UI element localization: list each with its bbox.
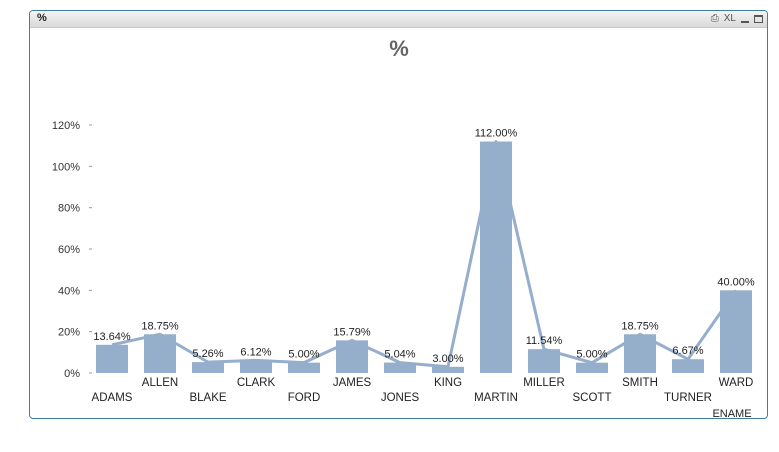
caption-icons: ⎙ XL — [711, 12, 763, 26]
x-tick-label: TURNER — [664, 392, 712, 404]
x-tick-label: WARD — [719, 377, 754, 389]
bar — [432, 366, 464, 373]
data-label: 5.00% — [288, 349, 319, 361]
data-label: 6.12% — [240, 346, 271, 358]
xl-icon[interactable]: XL — [723, 13, 736, 24]
data-label: 5.04% — [384, 349, 415, 361]
data-label: 18.75% — [141, 320, 179, 332]
data-label: 40.00% — [717, 276, 755, 288]
caption-title: % — [37, 12, 47, 24]
series-line — [111, 140, 738, 369]
data-label: 5.26% — [192, 348, 223, 360]
bar — [720, 290, 752, 373]
y-tick-label: 20% — [58, 327, 80, 339]
y-tick-label: 0% — [64, 368, 80, 380]
minimize-icon[interactable] — [741, 21, 749, 23]
bar — [576, 362, 608, 373]
data-label: 13.64% — [93, 331, 131, 343]
data-label: 112.00% — [475, 128, 518, 140]
bars — [96, 141, 752, 373]
data-label: 6.67% — [672, 345, 703, 357]
x-tick-label: JAMES — [333, 377, 372, 389]
x-tick-label: SCOTT — [573, 392, 612, 404]
bar — [384, 362, 416, 373]
y-axis: 0% 20% 40% 60% 80% 100% 120% — [52, 120, 92, 380]
bar — [528, 349, 560, 373]
print-icon[interactable]: ⎙ — [710, 13, 719, 24]
x-tick-label: BLAKE — [189, 392, 226, 404]
x-tick-label: CLARK — [237, 377, 276, 389]
y-tick-label: 60% — [58, 244, 80, 256]
x-tick-label: ALLEN — [142, 377, 178, 389]
bar — [672, 359, 704, 373]
x-tick-label: SMITH — [622, 377, 658, 389]
maximize-icon[interactable] — [754, 15, 763, 23]
y-tick-label: 80% — [58, 203, 80, 215]
x-tick-label: FORD — [288, 392, 321, 404]
data-label: 15.79% — [333, 326, 371, 338]
data-label: 5.00% — [576, 349, 607, 361]
bar — [240, 360, 272, 373]
data-label: 11.54% — [526, 335, 563, 347]
data-label: 3.00% — [432, 353, 463, 365]
bar — [96, 344, 128, 373]
bar — [192, 362, 224, 373]
line-overlay — [111, 140, 738, 369]
x-axis: ADAMS ALLEN BLAKE CLARK FORD JAMES JONES KING MA… — [92, 377, 754, 404]
bar — [288, 362, 320, 373]
x-tick-label: KING — [434, 377, 462, 389]
data-labels: 13.64% 18.75% 5.26% 6.12% 5.00% 15.79% 5.04% 3.… — [93, 128, 755, 365]
bar — [480, 141, 512, 373]
x-tick-label: ADAMS — [92, 392, 133, 404]
y-tick-label: 100% — [52, 161, 80, 173]
x-tick-label: JONES — [381, 392, 420, 404]
y-tick-label: 40% — [58, 285, 80, 297]
chart-title: % — [389, 36, 409, 61]
x-axis-title: ENAME — [712, 408, 751, 420]
x-tick-label: MILLER — [523, 377, 565, 389]
object-caption-bar[interactable]: % ⎙ XL — [30, 11, 767, 28]
y-tick-label: 120% — [52, 120, 80, 132]
data-label: 18.75% — [621, 320, 659, 332]
x-tick-label: MARTIN — [474, 392, 518, 404]
